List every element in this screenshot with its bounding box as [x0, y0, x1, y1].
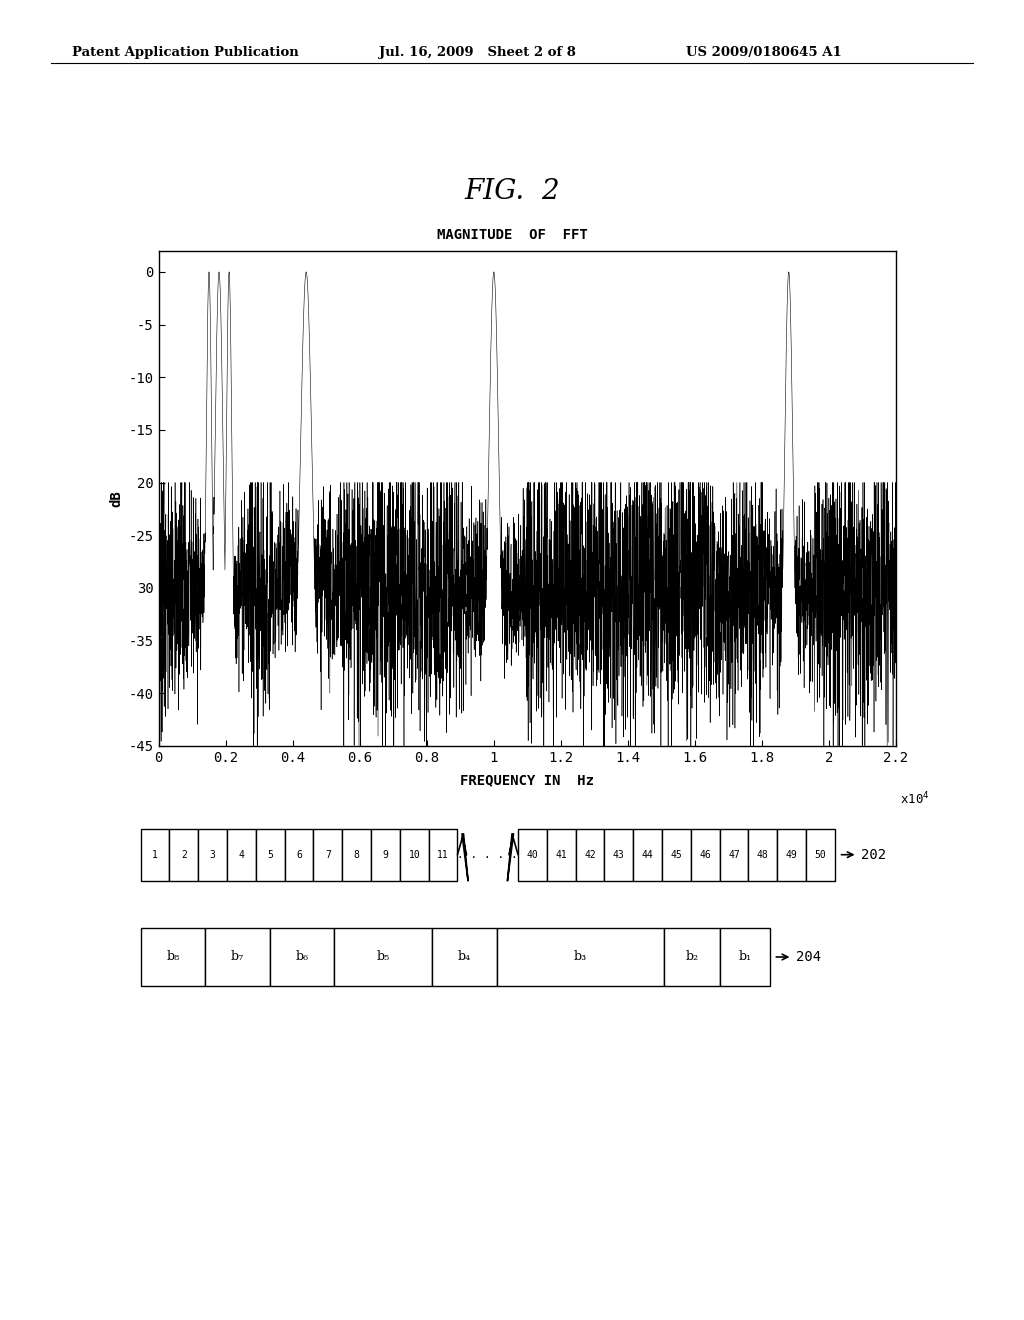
Bar: [342, 829, 371, 880]
Bar: [334, 928, 432, 986]
Text: 47: 47: [728, 850, 740, 859]
Text: 9: 9: [383, 850, 388, 859]
Bar: [604, 829, 633, 880]
Text: 44: 44: [642, 850, 653, 859]
Text: 202: 202: [861, 847, 887, 862]
Text: b₈: b₈: [166, 950, 179, 964]
Text: 46: 46: [699, 850, 711, 859]
Bar: [518, 829, 547, 880]
Bar: [547, 829, 575, 880]
Text: 204: 204: [797, 950, 821, 964]
Bar: [497, 928, 664, 986]
Text: 48: 48: [757, 850, 769, 859]
Bar: [170, 829, 199, 880]
Text: b₃: b₃: [573, 950, 587, 964]
Text: 10: 10: [409, 850, 420, 859]
Bar: [227, 829, 256, 880]
Text: US 2009/0180645 A1: US 2009/0180645 A1: [686, 46, 842, 59]
Bar: [371, 829, 399, 880]
Text: 40: 40: [526, 850, 539, 859]
Text: x10$^4$: x10$^4$: [900, 791, 930, 807]
Bar: [720, 928, 770, 986]
Bar: [399, 829, 429, 880]
Text: 42: 42: [584, 850, 596, 859]
Bar: [313, 829, 342, 880]
Bar: [691, 829, 720, 880]
Text: 5: 5: [267, 850, 273, 859]
Text: 6: 6: [296, 850, 302, 859]
Text: MAGNITUDE  OF  FFT: MAGNITUDE OF FFT: [436, 228, 588, 242]
Bar: [633, 829, 663, 880]
Text: b₅: b₅: [377, 950, 390, 964]
Bar: [664, 928, 721, 986]
Text: 1: 1: [153, 850, 158, 859]
Text: . . . . .: . . . . .: [458, 850, 518, 859]
Text: Jul. 16, 2009   Sheet 2 of 8: Jul. 16, 2009 Sheet 2 of 8: [379, 46, 575, 59]
Text: 41: 41: [555, 850, 567, 859]
Text: 7: 7: [325, 850, 331, 859]
Text: b₆: b₆: [295, 950, 308, 964]
Bar: [429, 829, 458, 880]
Text: 50: 50: [814, 850, 826, 859]
Text: Patent Application Publication: Patent Application Publication: [72, 46, 298, 59]
Text: FIG.  2: FIG. 2: [464, 178, 560, 205]
Bar: [140, 928, 205, 986]
Text: 2: 2: [181, 850, 186, 859]
Text: b₄: b₄: [458, 950, 471, 964]
Bar: [720, 829, 749, 880]
Bar: [256, 829, 285, 880]
Bar: [269, 928, 334, 986]
Bar: [205, 928, 269, 986]
Y-axis label: dB: dB: [110, 490, 123, 507]
Text: b₇: b₇: [230, 950, 244, 964]
Bar: [575, 829, 604, 880]
X-axis label: FREQUENCY IN  Hz: FREQUENCY IN Hz: [461, 774, 594, 787]
Text: 4: 4: [239, 850, 245, 859]
Text: 11: 11: [437, 850, 449, 859]
Bar: [749, 829, 777, 880]
Bar: [432, 928, 497, 986]
Text: 49: 49: [785, 850, 798, 859]
Bar: [285, 829, 313, 880]
Text: b₁: b₁: [738, 950, 752, 964]
Bar: [140, 829, 170, 880]
Text: b₂: b₂: [685, 950, 698, 964]
Text: 45: 45: [671, 850, 682, 859]
Text: 43: 43: [613, 850, 625, 859]
Bar: [199, 829, 227, 880]
Bar: [663, 829, 691, 880]
Text: 8: 8: [353, 850, 359, 859]
Text: 3: 3: [210, 850, 216, 859]
Bar: [777, 829, 806, 880]
Bar: [806, 829, 835, 880]
